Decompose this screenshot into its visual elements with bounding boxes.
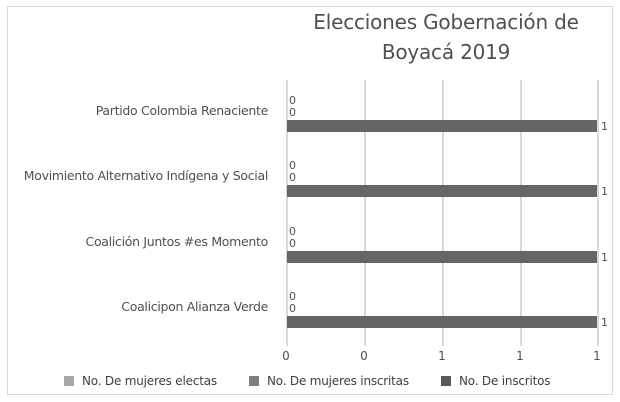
data-label-electas: 0 xyxy=(289,225,296,238)
chart-legend: No. De mujeres electas No. De mujeres in… xyxy=(0,374,620,390)
category-label: Coalicipon Alianza Verde xyxy=(121,299,268,314)
legend-swatch xyxy=(64,376,74,386)
legend-label: No. De mujeres electas xyxy=(82,374,217,388)
data-label-inscritos: 1 xyxy=(601,120,608,133)
gridline xyxy=(520,80,522,346)
legend-item-inscritos: No. De inscritos xyxy=(441,374,551,388)
legend-label: No. De inscritos xyxy=(459,374,551,388)
data-label-inscritas: 0 xyxy=(289,302,296,315)
gridline xyxy=(442,80,444,346)
x-tick-label: 0 xyxy=(360,349,368,363)
x-tick-label: 1 xyxy=(516,349,524,363)
legend-label: No. De mujeres inscritas xyxy=(267,374,409,388)
legend-swatch xyxy=(441,376,451,386)
data-label-electas: 0 xyxy=(289,94,296,107)
bar-inscritos xyxy=(287,120,597,132)
data-label-inscritos: 1 xyxy=(601,185,608,198)
legend-item-mujeres-inscritas: No. De mujeres inscritas xyxy=(249,374,409,388)
data-label-inscritas: 0 xyxy=(289,171,296,184)
x-tick-label: 1 xyxy=(438,349,446,363)
data-label-inscritos: 1 xyxy=(601,251,608,264)
bar-inscritos xyxy=(287,316,597,328)
chart-title-line-1: Elecciones Gobernación de xyxy=(313,10,579,34)
gridline xyxy=(364,80,366,346)
data-label-electas: 0 xyxy=(289,290,296,303)
data-label-inscritas: 0 xyxy=(289,106,296,119)
data-label-electas: 0 xyxy=(289,159,296,172)
chart-title-line-2: Boyacá 2019 xyxy=(381,40,511,64)
gridline xyxy=(597,80,599,346)
bar-inscritos xyxy=(287,251,597,263)
x-tick-label: 0 xyxy=(282,349,290,363)
legend-swatch xyxy=(249,376,259,386)
category-label: Coalición Juntos #es Momento xyxy=(85,234,269,249)
chart-frame xyxy=(7,6,613,395)
data-label-inscritas: 0 xyxy=(289,237,296,250)
bar-inscritos xyxy=(287,185,597,197)
gridline xyxy=(286,80,288,346)
legend-item-mujeres-electas: No. De mujeres electas xyxy=(64,374,217,388)
category-label: Movimiento Alternativo Indígena y Social xyxy=(23,168,269,183)
data-label-inscritos: 1 xyxy=(601,316,608,329)
category-label: Partido Colombia Renaciente xyxy=(95,103,269,118)
x-tick-label: 1 xyxy=(593,349,601,363)
